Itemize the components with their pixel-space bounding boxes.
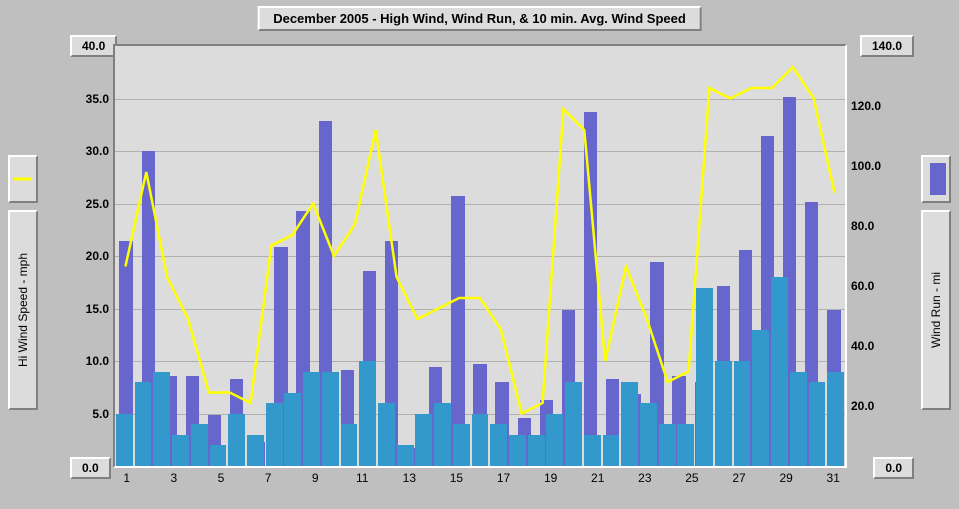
avg-wind-bar (172, 435, 189, 467)
x-tick-label: 27 (732, 471, 745, 485)
y1-max-box: 40.0 (70, 35, 117, 57)
y1-tick-label: 5.0 (92, 407, 109, 421)
avg-wind-bar (640, 403, 657, 466)
avg-wind-bar (809, 382, 826, 466)
y1-tick-label: 35.0 (86, 92, 109, 106)
avg-wind-bar (415, 414, 432, 467)
x-tick-label: 9 (312, 471, 319, 485)
avg-wind-bar (116, 414, 133, 467)
avg-wind-bar (752, 330, 769, 467)
y2-tick-label: 40.0 (851, 339, 874, 353)
legend-line-swatch (8, 155, 38, 203)
avg-wind-bar (621, 382, 638, 466)
plot-area: 5.010.015.020.025.030.035.020.040.060.08… (113, 44, 847, 468)
avg-wind-bar (659, 424, 676, 466)
avg-wind-bar (715, 361, 732, 466)
avg-wind-bar (565, 382, 582, 466)
y2-axis-label: Wind Run - mi (929, 272, 943, 348)
x-tick-label: 7 (265, 471, 272, 485)
x-tick-label: 17 (497, 471, 510, 485)
avg-wind-bar (603, 435, 620, 467)
x-tick-label: 23 (638, 471, 651, 485)
avg-wind-bar (341, 424, 358, 466)
x-tick-label: 29 (779, 471, 792, 485)
avg-wind-bar (734, 361, 751, 466)
x-tick-label: 11 (356, 471, 368, 485)
avg-wind-bar (322, 372, 339, 467)
y2-min-box: 0.0 (873, 457, 914, 479)
y1-min-box: 0.0 (70, 457, 111, 479)
avg-wind-bar (490, 424, 507, 466)
x-tick-label: 21 (591, 471, 604, 485)
avg-wind-bar (247, 435, 264, 467)
wind-run-bar (584, 112, 597, 466)
x-tick-label: 15 (450, 471, 463, 485)
x-tick-label: 25 (685, 471, 698, 485)
avg-wind-bar (546, 414, 563, 467)
gridline (115, 256, 845, 257)
avg-wind-bar (303, 372, 320, 467)
y2-tick-label: 120.0 (851, 99, 881, 113)
y1-tick-label: 15.0 (86, 302, 109, 316)
gridline (115, 309, 845, 310)
avg-wind-bar (472, 414, 489, 467)
gridline (115, 151, 845, 152)
y2-tick-label: 60.0 (851, 279, 874, 293)
avg-wind-bar (509, 435, 526, 467)
avg-wind-bar (827, 372, 844, 467)
y2-tick-label: 100.0 (851, 159, 881, 173)
avg-wind-bar (696, 288, 713, 467)
avg-wind-bar (228, 414, 245, 467)
legend-bar-swatch (921, 155, 951, 203)
avg-wind-bar (266, 403, 283, 466)
y2-tick-label: 20.0 (851, 399, 874, 413)
y1-axis-label-box: Hi Wind Speed - mph (8, 210, 38, 410)
avg-wind-bar (771, 277, 788, 466)
avg-wind-bar (284, 393, 301, 467)
avg-wind-bar (790, 372, 807, 467)
x-tick-label: 5 (218, 471, 225, 485)
y1-axis-label: Hi Wind Speed - mph (16, 253, 30, 367)
y1-tick-label: 25.0 (86, 197, 109, 211)
y2-axis-label-box: Wind Run - mi (921, 210, 951, 410)
y2-max-box: 140.0 (860, 35, 914, 57)
x-tick-label: 3 (171, 471, 178, 485)
y1-tick-label: 10.0 (86, 354, 109, 368)
y1-tick-label: 20.0 (86, 249, 109, 263)
avg-wind-bar (397, 445, 414, 466)
avg-wind-bar (378, 403, 395, 466)
x-tick-label: 13 (403, 471, 416, 485)
avg-wind-bar (135, 382, 152, 466)
x-tick-label: 1 (123, 471, 130, 485)
avg-wind-bar (453, 424, 470, 466)
avg-wind-bar (191, 424, 208, 466)
gridline (115, 99, 845, 100)
avg-wind-bar (677, 424, 694, 466)
avg-wind-bar (584, 435, 601, 467)
avg-wind-bar (528, 435, 545, 467)
gridline (115, 204, 845, 205)
y1-tick-label: 30.0 (86, 144, 109, 158)
chart-title: December 2005 - High Wind, Wind Run, & 1… (257, 6, 702, 31)
y2-tick-label: 80.0 (851, 219, 874, 233)
avg-wind-bar (434, 403, 451, 466)
x-tick-label: 31 (827, 471, 840, 485)
avg-wind-bar (359, 361, 376, 466)
avg-wind-bar (153, 372, 170, 467)
avg-wind-bar (210, 445, 227, 466)
x-tick-label: 19 (544, 471, 557, 485)
